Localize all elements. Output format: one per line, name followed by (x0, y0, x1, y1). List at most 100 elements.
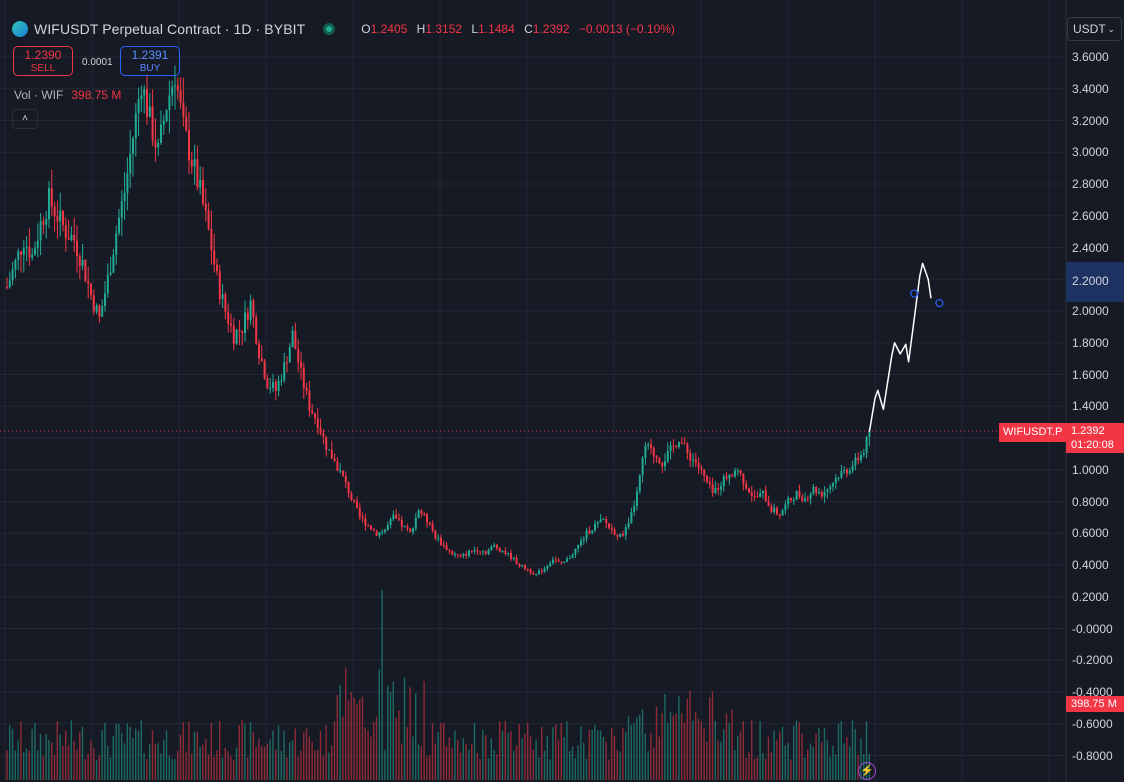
volume-bar (594, 724, 596, 780)
chart-legend-header: WIFUSDT Perpetual Contract · 1D · BYBIT … (12, 19, 675, 39)
candle-body (151, 106, 154, 141)
volume-bar (289, 741, 291, 780)
volume-bar (521, 738, 523, 780)
candle-body (73, 234, 76, 241)
candle-body (423, 513, 426, 515)
candle-body (722, 476, 725, 487)
candle-body (204, 203, 207, 211)
buy-button[interactable]: 1.2391 BUY (120, 46, 180, 76)
symbol-title[interactable]: WIFUSDT Perpetual Contract · 1D · BYBIT (34, 21, 306, 37)
candle-body (476, 550, 479, 552)
volume-bar (675, 713, 677, 780)
candle-body (356, 501, 358, 508)
volume-bar (109, 757, 112, 780)
volume-bar (471, 743, 473, 780)
candle-body (442, 544, 445, 546)
volume-bar (790, 759, 792, 780)
candle-body (708, 481, 711, 485)
volume-bar (487, 758, 490, 780)
candle-body (17, 251, 20, 260)
volume-bar (342, 716, 344, 780)
sell-button[interactable]: 1.2390 SELL (13, 46, 73, 76)
volume-bar (625, 731, 627, 780)
volume-bar (476, 752, 478, 780)
candle-body (650, 444, 652, 448)
volume-bar (462, 738, 464, 780)
symbol-price-tag: WIFUSDT.P (999, 423, 1067, 442)
volume-bar (664, 694, 666, 780)
candle-body (568, 558, 571, 560)
candle-body (109, 272, 112, 275)
volume-bar (815, 733, 817, 780)
candle-body (748, 488, 750, 493)
volume-bar (258, 738, 260, 780)
candle-body (804, 498, 806, 501)
axis-highlight: 2.2000 (1066, 262, 1124, 302)
candle-body (566, 558, 568, 562)
volume-bar (17, 740, 19, 780)
volume-bar (468, 749, 470, 780)
candle-body (434, 530, 437, 539)
volume-bar (745, 757, 747, 780)
volume-bar (42, 756, 44, 780)
candle-body (818, 491, 820, 493)
candle-body (241, 330, 244, 333)
volume-bar (272, 730, 274, 780)
chart-grid (0, 0, 1066, 782)
candle-body (806, 498, 809, 500)
volume-bar (241, 720, 243, 780)
candle-body (42, 221, 45, 225)
volume-bar (798, 722, 800, 780)
volume-bar (95, 759, 98, 780)
candle-body (157, 142, 160, 148)
candle-body (22, 248, 25, 255)
brush-drawing[interactable] (868, 262, 944, 432)
candle-body (210, 229, 213, 251)
wif-symbol-icon[interactable] (12, 21, 28, 37)
volume-bar (599, 730, 602, 780)
volume-bar (636, 716, 638, 780)
candle-body (465, 553, 468, 556)
candle-body (753, 495, 756, 497)
volume-bar (728, 723, 730, 780)
candle-body (87, 281, 90, 284)
volume-bar (807, 749, 809, 780)
volume-bar (305, 728, 308, 780)
candle-body (168, 95, 171, 110)
candle-body (437, 537, 440, 539)
buy-label: BUY (139, 63, 161, 74)
volume-bar (479, 759, 481, 780)
volume-bar (420, 746, 422, 780)
candle-body (599, 519, 602, 523)
candle-body (280, 380, 283, 382)
volume-bars (6, 590, 870, 780)
volume-bar (622, 727, 624, 780)
volume-bar (709, 697, 711, 780)
currency-select[interactable]: USDT ⌄ (1067, 17, 1122, 41)
candle-body (510, 553, 512, 559)
lightning-icon[interactable]: ⚡ (858, 762, 876, 780)
volume-bar (129, 726, 131, 780)
candle-body (750, 492, 753, 496)
volume-bar (333, 721, 336, 780)
candle-body (333, 458, 336, 462)
volume-bar (325, 725, 327, 780)
volume-bar (311, 742, 313, 780)
candle-body (274, 382, 277, 391)
collapse-legend-button[interactable]: ˄ (12, 109, 38, 129)
price-tick-label: 3.2000 (1072, 113, 1109, 128)
candle-body (53, 206, 56, 217)
volume-bar (529, 735, 532, 780)
volume-bar (154, 744, 156, 780)
candle-body (126, 173, 129, 194)
candle-body (622, 533, 624, 536)
candle-body (218, 271, 221, 299)
candle-body (84, 259, 87, 282)
candle-body (395, 514, 398, 519)
candle-body (314, 413, 316, 419)
volume-bar (762, 752, 764, 780)
candle-body (8, 280, 11, 288)
candle-body (398, 518, 400, 520)
volume-legend[interactable]: Vol · WIF 398.75 M (14, 88, 121, 102)
